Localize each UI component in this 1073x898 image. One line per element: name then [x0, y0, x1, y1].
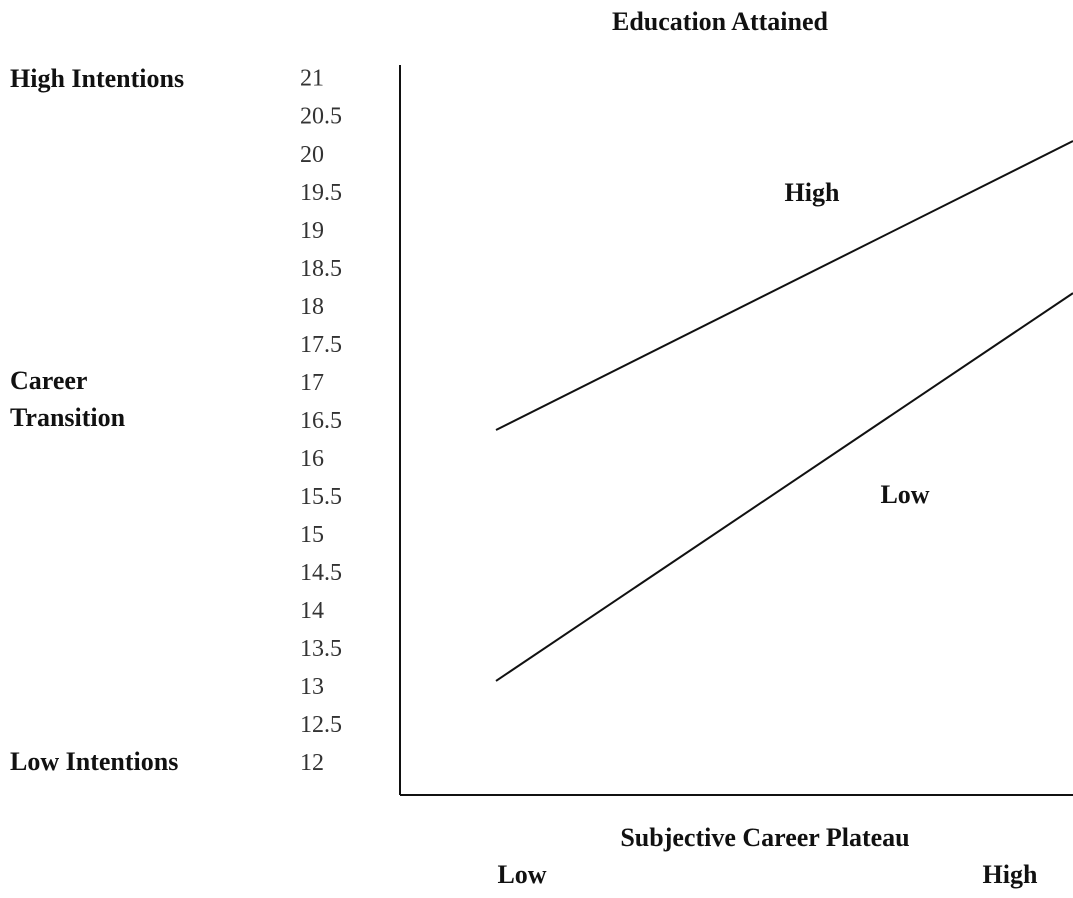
annotation: High Intentions	[10, 64, 184, 93]
annotation: Low Intentions	[10, 747, 178, 776]
y-tick-label: 21	[300, 66, 324, 92]
y-tick-label: 12	[300, 750, 324, 776]
y-tick-label: 19.5	[300, 180, 342, 206]
y-tick-label: 17.5	[300, 332, 342, 358]
y-tick-label: 17	[300, 370, 324, 396]
y-tick-label: 14.5	[300, 560, 342, 586]
x-tick-label: Low	[497, 860, 546, 889]
y-tick-label: 15	[300, 522, 324, 548]
y-tick-label: 20.5	[300, 104, 342, 130]
series-line	[495, 140, 1073, 431]
y-tick-label: 13	[300, 674, 324, 700]
y-tick-label: 16	[300, 446, 324, 472]
y-tick-label: 18.5	[300, 256, 342, 282]
series-line	[495, 292, 1073, 682]
y-tick-label: 12.5	[300, 712, 342, 738]
x-axis-label: Subjective Career Plateau	[620, 823, 909, 852]
y-tick-label: 14	[300, 598, 324, 624]
y-tick-label: 16.5	[300, 408, 342, 434]
x-tick-label: High	[983, 860, 1038, 889]
y-tick-label: 15.5	[300, 484, 342, 510]
chart-title: Education Attained	[612, 7, 829, 36]
series-label: High	[785, 178, 840, 207]
y-tick-label: 20	[300, 142, 324, 168]
y-axis-label: Transition	[10, 403, 126, 432]
y-tick-label: 19	[300, 218, 324, 244]
series-label: Low	[880, 480, 929, 509]
y-tick-label: 13.5	[300, 636, 342, 662]
y-tick-label: 18	[300, 294, 324, 320]
y-axis-label: Career	[10, 366, 87, 395]
